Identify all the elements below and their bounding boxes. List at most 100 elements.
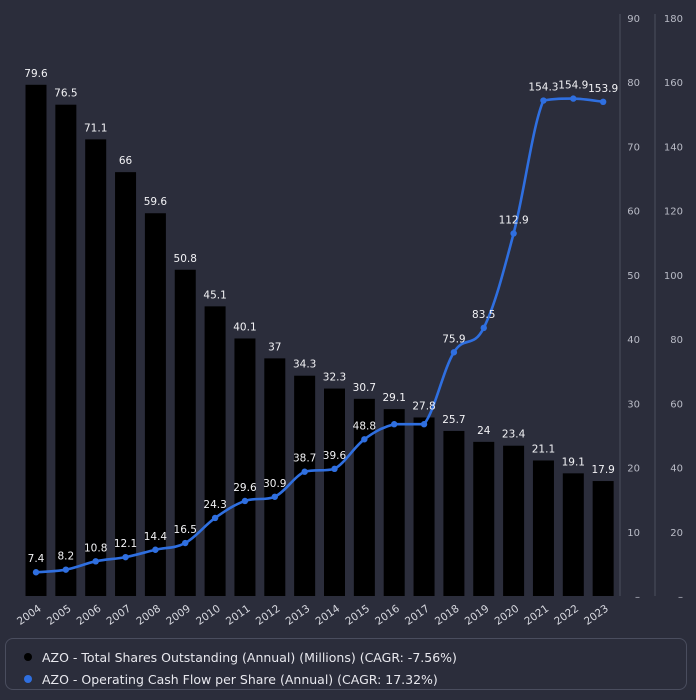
outer-axis-tick-label: – <box>678 592 683 603</box>
line-value-label: 38.7 <box>293 453 316 465</box>
bar-value-label: 66 <box>119 155 133 167</box>
legend-item-ocf[interactable]: AZO - Operating Cash Flow per Share (Ann… <box>24 669 686 689</box>
combo-chart: 908070605040302010–180160140120100806040… <box>15 14 683 628</box>
inner-axis-tick-label: 70 <box>627 142 640 153</box>
line-value-label: 83.5 <box>472 309 495 321</box>
x-axis-tick-label: 2009 <box>164 603 193 628</box>
line-value-label: 29.6 <box>233 482 257 494</box>
line-value-label: 39.6 <box>323 450 347 462</box>
point-ocf-per-share <box>122 553 129 561</box>
legend-label-shares: AZO - Total Shares Outstanding (Annual) … <box>42 649 457 665</box>
bar-shares <box>144 213 166 597</box>
bar-shares <box>174 269 196 596</box>
bar-shares <box>324 388 345 596</box>
x-axis-tick-label: 2005 <box>45 603 74 628</box>
bar-shares <box>413 417 435 596</box>
inner-axis-tick-label: 30 <box>627 399 640 410</box>
x-axis-tick-label: 2017 <box>403 603 432 628</box>
point-ocf-per-share <box>391 421 398 428</box>
bar-shares <box>264 358 286 596</box>
bar-shares <box>204 306 226 596</box>
bar-shares <box>443 430 465 596</box>
bar-value-label: 79.6 <box>24 68 48 80</box>
point-ocf-per-share <box>62 566 70 573</box>
bar-value-label: 40.1 <box>233 321 256 333</box>
x-axis-tick-label: 2006 <box>75 602 104 627</box>
legend-label-ocf: AZO - Operating Cash Flow per Share (Ann… <box>42 671 438 687</box>
inner-axis-tick-label: 50 <box>627 271 640 282</box>
point-ocf-per-share <box>182 539 189 547</box>
line-value-label: 16.5 <box>174 524 197 536</box>
legend-item-shares[interactable]: AZO - Total Shares Outstanding (Annual) … <box>24 647 686 667</box>
bar-value-label: 21.1 <box>532 443 555 455</box>
outer-axis-tick-label: 20 <box>670 528 683 539</box>
bar-shares <box>234 338 256 596</box>
line-value-label: 153.9 <box>588 83 618 95</box>
inner-axis-tick-label: 20 <box>627 464 640 475</box>
x-axis-tick-label: 2023 <box>582 603 611 628</box>
x-axis-tick-label: 2014 <box>313 602 342 627</box>
x-axis-tick-label: 2020 <box>493 603 522 628</box>
outer-axis-tick-label: 100 <box>664 271 683 282</box>
bar-shares <box>383 409 405 596</box>
bar-value-label: 19.1 <box>562 456 585 468</box>
bar-value-label: 59.6 <box>144 196 168 208</box>
inner-axis-tick-label: 80 <box>627 78 640 89</box>
line-value-label: 12.1 <box>114 538 137 550</box>
bar-shares <box>115 172 137 596</box>
point-ocf-per-share <box>540 97 547 104</box>
x-axis-tick-label: 2019 <box>463 603 492 628</box>
x-axis-tick-label: 2013 <box>284 603 313 628</box>
bar-value-label: 25.7 <box>442 414 465 426</box>
point-ocf-per-share <box>361 436 368 443</box>
line-value-label: 48.8 <box>353 420 376 432</box>
bar-shares <box>592 481 614 596</box>
point-ocf-per-share <box>599 98 607 106</box>
outer-axis-tick-label: 60 <box>670 399 683 410</box>
inner-axis-tick-label: 60 <box>627 207 640 218</box>
point-ocf-per-share <box>510 230 517 237</box>
x-axis-tick-label: 2004 <box>15 602 44 627</box>
point-ocf-per-share <box>420 421 428 428</box>
point-ocf-per-share <box>152 546 159 553</box>
x-axis-tick-label: 2018 <box>433 603 462 628</box>
bar-value-label: 24 <box>477 425 491 437</box>
bar-shares <box>532 460 554 596</box>
point-ocf-per-share <box>301 468 308 475</box>
outer-axis-tick-label: 120 <box>664 207 683 218</box>
bar-value-label: 50.8 <box>174 253 197 265</box>
bar-value-label: 29.1 <box>383 392 406 404</box>
x-axis-tick-label: 2007 <box>104 603 133 628</box>
bar-shares <box>353 398 375 596</box>
legend-swatch-ocf <box>24 675 32 683</box>
x-axis-tick-label: 2021 <box>522 603 551 628</box>
point-ocf-per-share <box>331 465 338 473</box>
bar-shares <box>25 84 47 597</box>
bar-value-label: 32.3 <box>323 372 346 384</box>
outer-axis-tick-label: 140 <box>664 142 683 153</box>
outer-axis-tick-label: 40 <box>670 464 683 475</box>
line-value-label: 8.2 <box>57 551 74 563</box>
bar-value-label: 30.7 <box>353 382 376 394</box>
x-axis-tick-label: 2008 <box>134 603 163 628</box>
legend: AZO - Total Shares Outstanding (Annual) … <box>5 638 687 690</box>
bar-value-label: 45.1 <box>203 289 226 301</box>
bar-value-label: 37 <box>268 341 281 353</box>
line-value-label: 7.4 <box>28 553 45 565</box>
point-ocf-per-share <box>92 558 99 565</box>
inner-axis-tick-label: – <box>635 592 640 603</box>
point-ocf-per-share <box>241 497 249 505</box>
point-ocf-per-share <box>32 569 40 576</box>
x-axis-tick-label: 2012 <box>254 603 283 628</box>
line-value-label: 24.3 <box>203 499 226 511</box>
line-value-label: 112.9 <box>499 214 529 226</box>
line-value-label: 10.8 <box>84 542 107 554</box>
bar-value-label: 17.9 <box>591 464 614 476</box>
bar-shares <box>503 445 525 596</box>
bar-shares <box>55 104 77 596</box>
point-ocf-per-share <box>570 95 577 102</box>
bar-value-label: 34.3 <box>293 359 316 371</box>
outer-axis-tick-label: 80 <box>670 335 683 346</box>
bar-value-label: 27.8 <box>412 400 435 412</box>
point-ocf-per-share <box>211 514 219 522</box>
